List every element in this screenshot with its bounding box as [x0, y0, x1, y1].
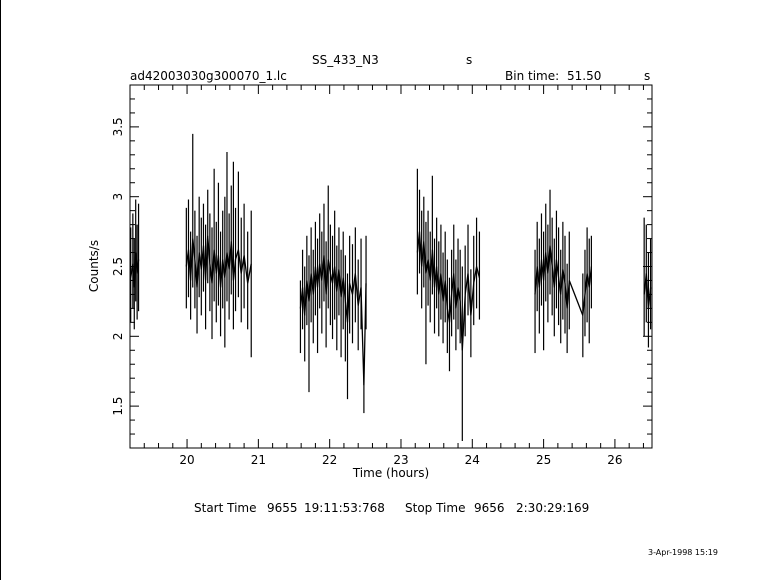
window-border [0, 0, 1, 580]
x-tick-label: 22 [322, 453, 337, 467]
series-line [534, 245, 593, 316]
x-axis-label: Time (hours) [352, 466, 429, 480]
series-line [299, 255, 367, 386]
start-time-label: Start Time [194, 501, 257, 515]
date-stamp: 3-Apr-1998 15:19 [648, 548, 718, 557]
y-tick-label: 2 [111, 332, 125, 340]
title-suffix: s [466, 53, 473, 67]
axis-ticks: 20 21 22 23 24 25 26 1.5 2 2.5 3 3.5 [111, 84, 652, 467]
bin-time-value: 51.50 [567, 69, 602, 83]
chart-title: SS_433_N3 [312, 53, 379, 67]
start-time-value: 19:11:53:768 [304, 501, 385, 515]
series-line [416, 231, 481, 351]
stop-time-value: 2:30:29:169 [516, 501, 590, 515]
file-name: ad42003030g300070_1.lc [130, 69, 287, 83]
x-tick-label: 23 [393, 453, 408, 467]
y-axis-label: Counts/s [87, 240, 101, 292]
series-line [643, 273, 652, 309]
stop-time-label: Stop Time [405, 501, 466, 515]
bin-time-unit: s [644, 69, 651, 83]
stop-day: 9656 [474, 501, 505, 515]
y-tick-label: 1.5 [111, 397, 125, 416]
data-bars [130, 133, 652, 442]
y-tick-label: 2.5 [111, 257, 125, 276]
y-tick-label: 3 [111, 193, 125, 201]
x-tick-label: 25 [536, 453, 551, 467]
start-day: 9655 [267, 501, 298, 515]
y-tick-label: 3.5 [111, 117, 125, 136]
series-line [185, 235, 252, 288]
x-tick-label: 21 [251, 453, 266, 467]
x-tick-label: 24 [465, 453, 480, 467]
x-tick-label: 20 [179, 453, 194, 467]
bin-time-label: Bin time: [505, 69, 560, 83]
x-tick-label: 26 [607, 453, 622, 467]
series-line [130, 252, 140, 288]
